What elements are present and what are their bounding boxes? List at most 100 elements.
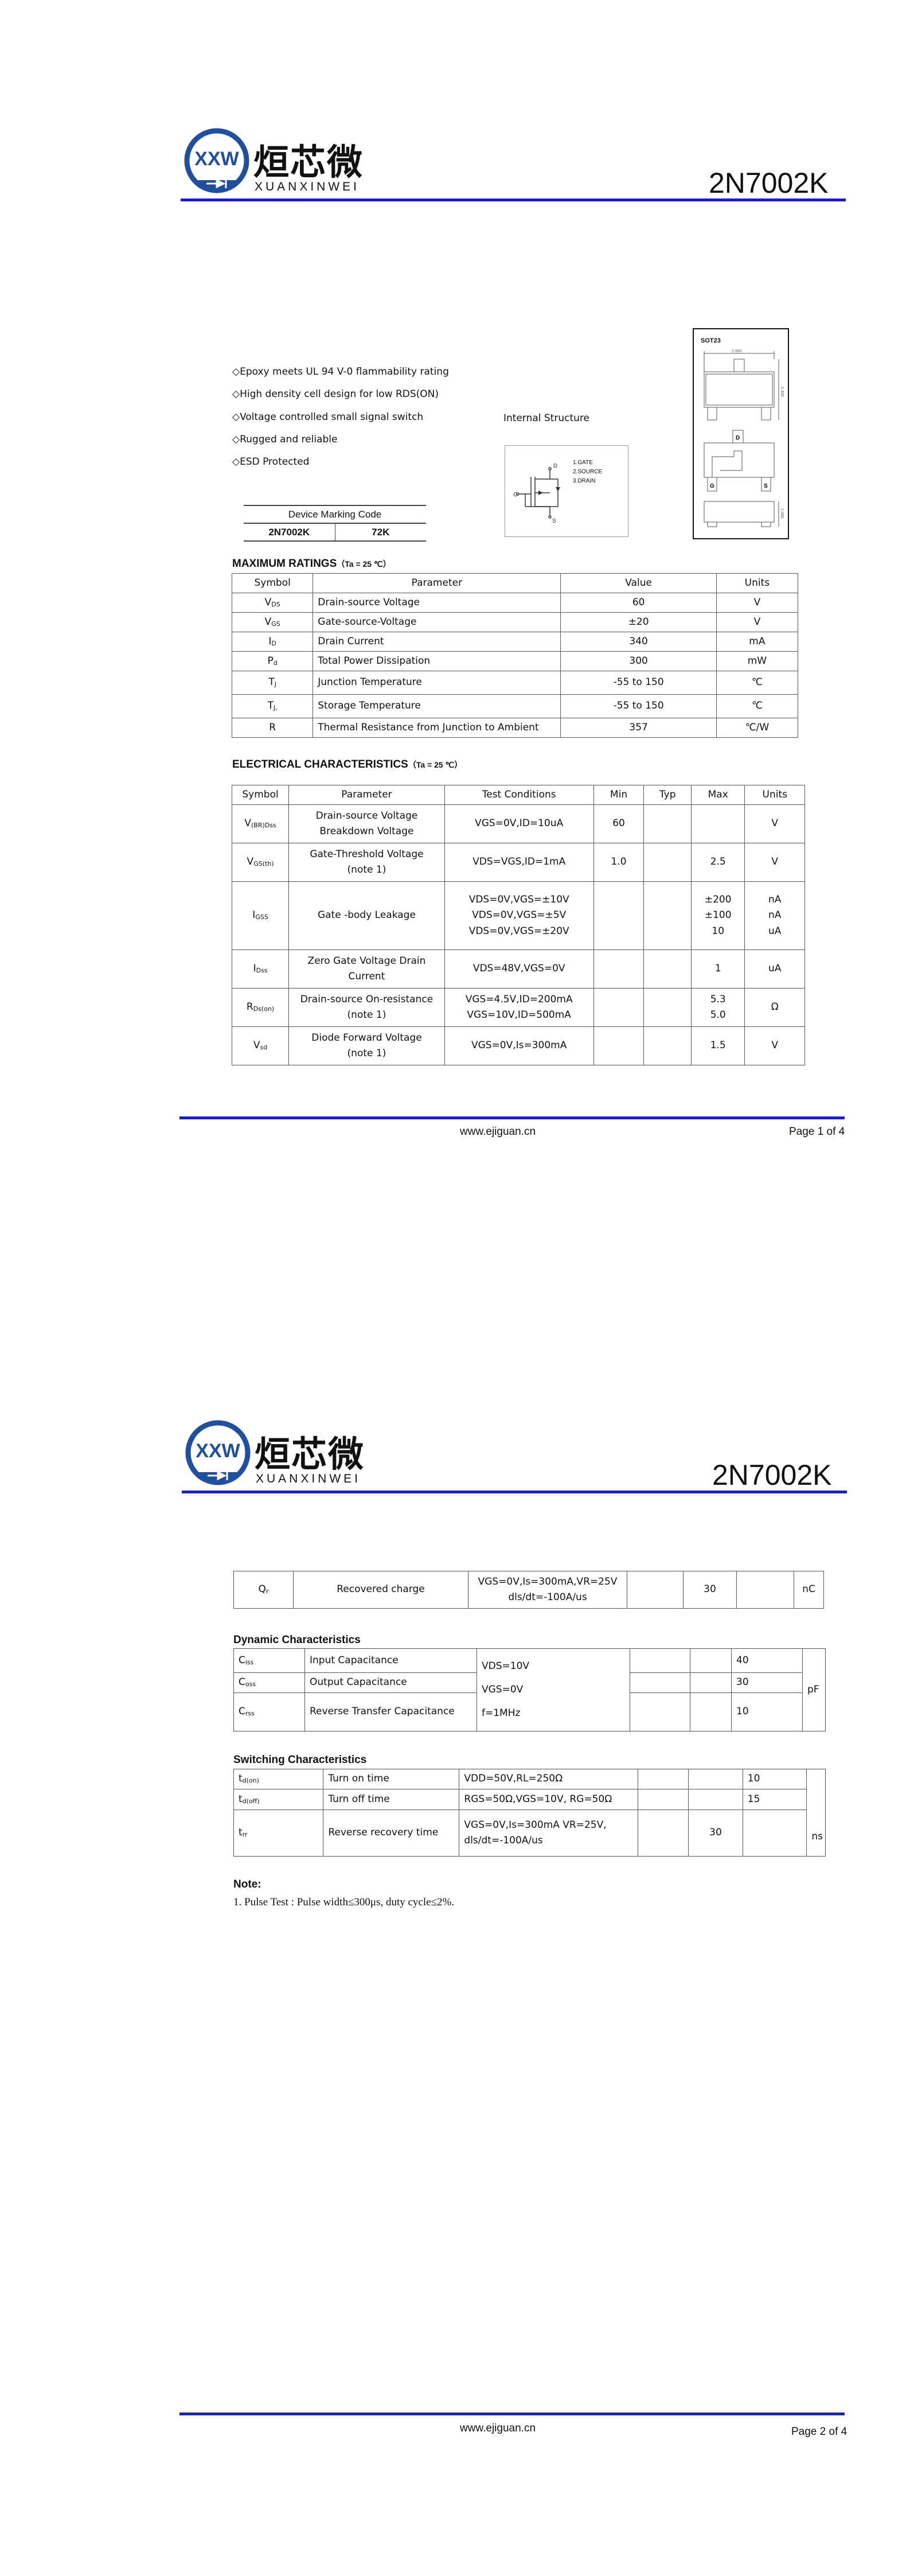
unit-cell: nC: [794, 1571, 824, 1609]
symbol-cell: ID: [231, 632, 314, 652]
cell-line: dls/dt=-100A/us: [508, 1591, 587, 1603]
min-cell: 1.0: [593, 843, 645, 882]
min-cell: [593, 988, 645, 1027]
pin-legend-gate: 1.GATE: [573, 460, 593, 466]
symbol-subscript: GS(th): [253, 860, 274, 868]
cell-line: 5.3: [710, 993, 726, 1005]
part-number-title-page2: 2N7002K: [712, 1459, 832, 1491]
condition-cell: VDS=48V,VGS=0V: [444, 950, 594, 989]
max-ratings-table: Symbol Parameter Value Units VDS Drain-source…: [231, 573, 799, 738]
electrical-condition: （Ta = 25 ℃）: [408, 760, 463, 769]
max-cell: [736, 1571, 794, 1609]
symbol-cell: TJ: [231, 671, 314, 695]
max-cell: 1: [690, 950, 745, 989]
symbol-cell: V(BR)Dss: [231, 804, 290, 843]
header-divider: [181, 199, 846, 201]
pin-legend-drain: 3.DRAIN: [573, 478, 596, 484]
unit-cell: V: [744, 1026, 805, 1065]
column-header: Max: [690, 785, 745, 805]
column-header: Value: [560, 573, 717, 593]
condition-cell: VGS=0V,Is=300mA: [444, 1026, 594, 1065]
symbol-subscript: rr: [242, 1831, 248, 1839]
column-header: Units: [744, 785, 805, 805]
column-header: Test Conditions: [444, 785, 594, 805]
unit-cell: ℃/W: [716, 718, 799, 738]
cell-line: 1.5: [710, 1040, 726, 1052]
column-header: Parameter: [288, 785, 445, 805]
cell-line: VDS=48V,VGS=0V: [472, 963, 565, 975]
cell-line: 10: [712, 925, 725, 937]
parameter-cell: Junction Temperature: [313, 671, 561, 695]
table-row: Pd Total Power Dissipation 300 mW: [231, 651, 799, 671]
typ-cell: [643, 988, 692, 1027]
column-header: Min: [593, 785, 645, 805]
symbol-cell: Ciss: [233, 1648, 305, 1673]
diagram-label: D: [553, 463, 557, 469]
typ-cell: [643, 804, 692, 843]
parameter-cell: Drain-source Voltage Breakdown Voltage: [288, 804, 445, 843]
symbol-main: t: [239, 1793, 243, 1805]
value-cell: 340: [560, 632, 717, 652]
cell-line: 2.5: [710, 856, 726, 868]
footer-site-link[interactable]: www.ejiguan.cn: [460, 1126, 536, 1138]
unit-cell: mA: [716, 632, 799, 652]
unit-cell: ℃: [716, 671, 799, 695]
parameter-cell: Thermal Resistance from Junction to Ambi…: [313, 718, 561, 738]
max-cell: [742, 1810, 807, 1857]
value-cell: -55 to 150: [560, 671, 717, 695]
cell-line: VGS=10V,ID=500mA: [467, 1009, 571, 1021]
min-cell: [593, 881, 645, 950]
table-row: Coss Output Capacitance 30: [233, 1672, 826, 1693]
cell-line: uA: [768, 925, 782, 937]
typ-cell: 30: [688, 1810, 743, 1857]
cell-line: V: [771, 856, 779, 868]
logo-mark-icon: XXW: [185, 1420, 251, 1485]
typ-cell: [690, 1672, 732, 1693]
cell-line: Drain-source Voltage: [315, 810, 418, 822]
symbol-cell: td(on): [233, 1769, 324, 1789]
min-cell: [630, 1692, 690, 1731]
max-cell: 5.3 5.0: [690, 988, 745, 1027]
dynamic-table: Ciss Input Capacitance VDS=10V VGS=0V f=1MHz…: [233, 1648, 826, 1731]
symbol-subscript: d(off): [242, 1797, 260, 1805]
unit-cell: nA nA uA: [744, 881, 805, 950]
condition-cell: VDS=0V,VGS=±10V VDS=0V,VGS=±5V VDS=0V,VGS=…: [444, 881, 594, 950]
max-ratings-title: MAXIMUM RATINGS（Ta = 25 ℃）: [232, 558, 391, 570]
footer-site-link-page2[interactable]: www.ejiguan.cn: [460, 2422, 536, 2434]
cell-line: VDS=0V,VGS=±10V: [468, 894, 569, 906]
min-cell: [593, 950, 645, 989]
symbol-main: C: [239, 1654, 245, 1666]
diagram-label: 1.080: [780, 508, 784, 519]
cell-line: Current: [348, 971, 385, 982]
cell-line: (note 1): [347, 1048, 386, 1059]
value-cell: 300: [560, 651, 717, 671]
table-row: VGS Gate-source-Voltage ±20 V: [231, 612, 799, 632]
cell-line: Gate-Threshold Voltage: [310, 848, 424, 860]
symbol-subscript: d(on): [242, 1777, 259, 1785]
symbol-main: I: [252, 909, 256, 921]
cell-line: nA: [768, 894, 782, 906]
parameter-cell: Gate-source-Voltage: [313, 612, 561, 632]
diagram-label: G: [513, 492, 518, 498]
marking-table: Device Marking Code 2N7002K 72K: [244, 505, 426, 542]
cell-line: VDS=10V: [482, 1660, 530, 1672]
symbol-cell: VDS: [231, 593, 314, 613]
symbol-subscript: (BR)Dss: [251, 822, 276, 830]
symbol-subscript: Dss: [256, 967, 268, 975]
symbol-subscript: J: [274, 680, 276, 688]
brand-logo: XXW 烜芯微 XUANXINWEI: [183, 127, 378, 196]
cell-line: ±200: [704, 894, 732, 906]
cell-line: Breakdown Voltage: [319, 826, 414, 837]
max-cell: 40: [731, 1648, 803, 1673]
typ-cell: [690, 1648, 732, 1673]
unit-cell: pF: [802, 1648, 826, 1731]
condition-cell: VGS=4.5V,ID=200mA VGS=10V,ID=500mA: [444, 988, 594, 1027]
cell-line: uA: [768, 963, 782, 975]
cell-line: nA: [768, 909, 782, 921]
max-cell: 30: [731, 1672, 803, 1693]
symbol-cell: trr: [233, 1810, 324, 1857]
electrical-table: Symbol Parameter Test Conditions Min Typ Max U…: [231, 785, 805, 1065]
table-row: TJ, Storage Temperature -55 to 150 ℃: [231, 694, 799, 718]
symbol-subscript: D: [271, 639, 276, 647]
column-header: Parameter: [313, 573, 561, 593]
